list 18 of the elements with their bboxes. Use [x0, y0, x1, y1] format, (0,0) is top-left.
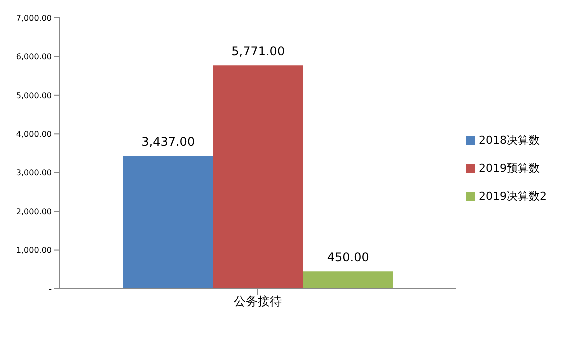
- y-tick-label: 2,000.00: [16, 207, 52, 216]
- y-tick-label: 6,000.00: [16, 52, 52, 62]
- legend-label: 2018决算数: [479, 134, 540, 146]
- bar: [123, 156, 214, 289]
- y-tick-label: 1,000.00: [16, 246, 52, 256]
- y-tick-label: 4,000.00: [16, 130, 52, 139]
- bar: [303, 272, 394, 289]
- y-tick-label: 5,000.00: [16, 91, 52, 100]
- text: 5,771.00: [232, 44, 286, 59]
- text: 450.00: [327, 250, 370, 265]
- x-tick-label: 公务接待: [234, 294, 282, 309]
- y-tick-label: 7,000.00: [16, 14, 52, 23]
- legend-label: 2019预算数: [479, 162, 540, 174]
- legend-label: 2019决算数2: [479, 190, 547, 202]
- y-tick-label: 3,000.00: [16, 168, 52, 178]
- text: 3,437.00: [142, 134, 196, 149]
- y-tick-label: -: [49, 284, 52, 294]
- bar: [213, 66, 304, 289]
